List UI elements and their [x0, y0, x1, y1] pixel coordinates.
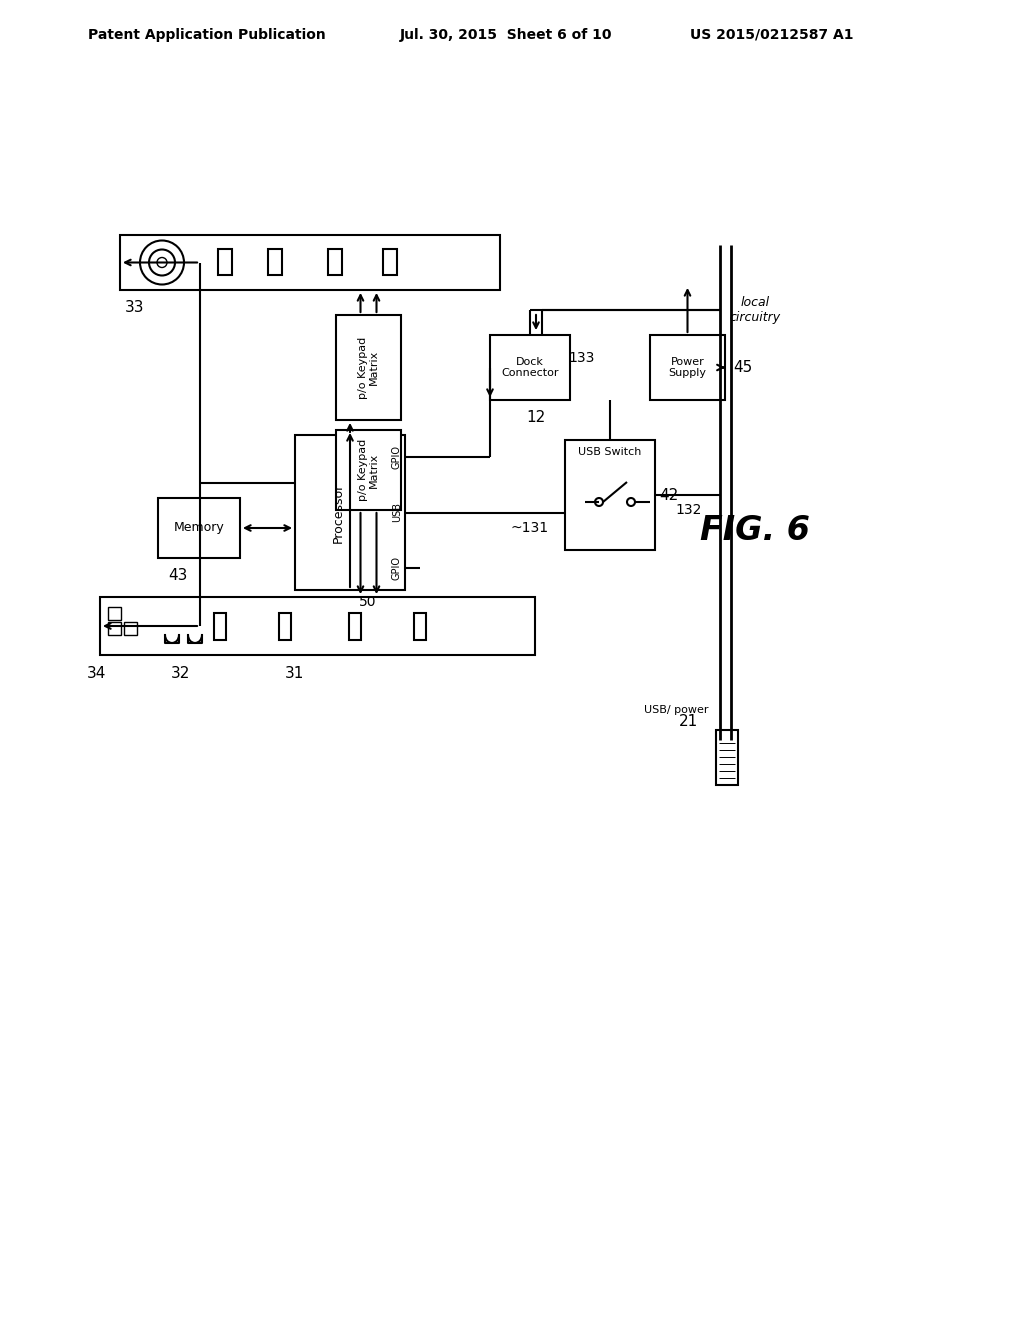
Bar	[120, 235, 500, 290]
Bar	[268, 249, 282, 275]
Text: 43: 43	[168, 569, 187, 583]
Text: Memory: Memory	[174, 521, 224, 535]
Bar	[214, 612, 226, 640]
Text: US 2015/0212587 A1: US 2015/0212587 A1	[690, 28, 853, 42]
Bar	[650, 335, 725, 400]
Bar	[349, 612, 361, 640]
Text: 132: 132	[676, 503, 702, 517]
Text: Power
Supply: Power Supply	[669, 356, 707, 379]
Text: 32: 32	[170, 665, 189, 681]
Text: 31: 31	[286, 665, 305, 681]
Bar	[295, 436, 406, 590]
Bar	[716, 730, 738, 785]
Text: GPIO: GPIO	[392, 445, 402, 469]
Text: 45: 45	[733, 360, 753, 375]
Text: 42: 42	[659, 487, 679, 503]
Bar	[218, 249, 232, 275]
Bar	[490, 335, 570, 400]
Bar	[279, 612, 291, 640]
Bar	[383, 249, 397, 275]
Text: p/o Keypad
Matrix: p/o Keypad Matrix	[357, 337, 379, 399]
Bar	[108, 622, 121, 635]
Text: 12: 12	[526, 411, 546, 425]
Bar	[414, 612, 426, 640]
Text: 33: 33	[125, 301, 144, 315]
Text: Dock
Connector: Dock Connector	[502, 356, 559, 379]
Text: Patent Application Publication: Patent Application Publication	[88, 28, 326, 42]
Bar	[565, 440, 655, 550]
Text: ~131: ~131	[511, 521, 549, 536]
Text: 21: 21	[679, 714, 698, 730]
Text: FIG. 6: FIG. 6	[700, 513, 810, 546]
Bar	[124, 622, 137, 635]
Text: USB/ power: USB/ power	[643, 705, 708, 715]
Text: USB: USB	[392, 503, 402, 523]
Text: 50: 50	[359, 595, 377, 609]
Text: USB Switch: USB Switch	[579, 447, 642, 457]
Text: Jul. 30, 2015  Sheet 6 of 10: Jul. 30, 2015 Sheet 6 of 10	[400, 28, 612, 42]
Text: 34: 34	[86, 665, 105, 681]
Text: 133: 133	[568, 351, 595, 364]
Bar	[336, 315, 401, 420]
Text: local
circuitry: local circuitry	[729, 296, 780, 323]
Bar	[158, 498, 240, 558]
Bar	[336, 430, 401, 510]
Text: Processor: Processor	[332, 482, 344, 543]
Bar	[328, 249, 342, 275]
Bar	[108, 607, 121, 620]
Text: GPIO: GPIO	[392, 556, 402, 579]
Bar	[100, 597, 535, 655]
Text: p/o Keypad
Matrix: p/o Keypad Matrix	[357, 438, 379, 502]
